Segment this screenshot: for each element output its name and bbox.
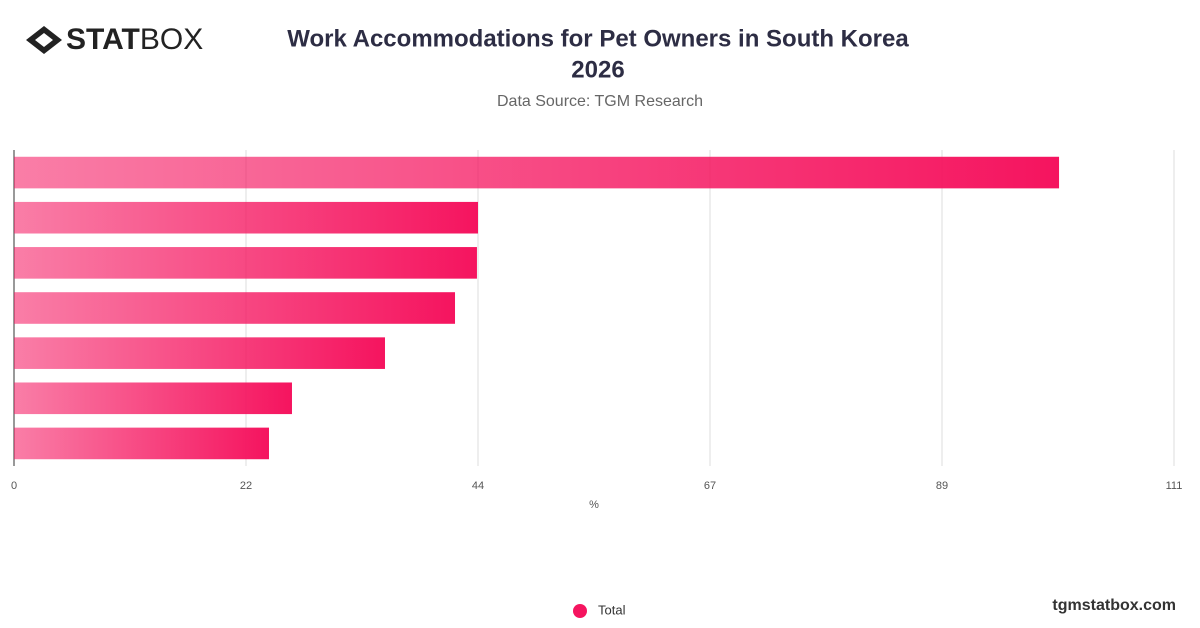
legend-label: Total bbox=[598, 602, 626, 617]
bar bbox=[14, 382, 292, 415]
chart-subtitle: Data Source: TGM Research bbox=[497, 93, 703, 110]
legend-marker bbox=[573, 604, 587, 618]
bar bbox=[14, 156, 1060, 189]
bar bbox=[14, 292, 456, 324]
x-tick-label: 22 bbox=[240, 480, 252, 492]
bar bbox=[14, 337, 385, 369]
x-tick-label: 89 bbox=[936, 480, 948, 492]
x-tick-label: 0 bbox=[11, 480, 17, 492]
x-axis-label: % bbox=[589, 499, 599, 511]
x-tick-label: 44 bbox=[472, 480, 484, 492]
x-tick-label: 67 bbox=[704, 480, 716, 492]
chart-title: 2026 bbox=[571, 56, 624, 83]
bar bbox=[14, 201, 478, 234]
logo-icon-inner bbox=[35, 33, 53, 47]
logo: STATBOX bbox=[26, 23, 203, 56]
x-tick-label: 111 bbox=[1166, 480, 1183, 492]
logo-light: BOX bbox=[140, 23, 203, 56]
bar bbox=[14, 427, 269, 460]
footer: tgmstatbox.com bbox=[1052, 597, 1176, 614]
logo-text: STATBOX bbox=[66, 23, 203, 56]
bar bbox=[14, 247, 477, 279]
chart-title: Work Accommodations for Pet Owners in So… bbox=[287, 25, 909, 52]
logo-bold: STAT bbox=[66, 23, 140, 56]
